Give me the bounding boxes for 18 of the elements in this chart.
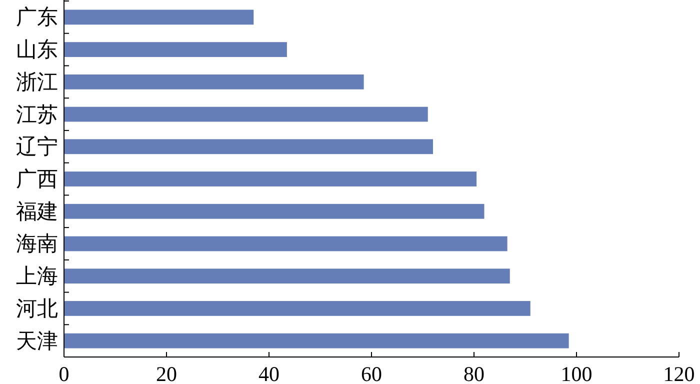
x-tick-label: 40: [258, 362, 280, 384]
x-tick-label: 100: [560, 362, 592, 384]
x-tick-label: 120: [663, 362, 695, 384]
y-tick-label: 广西: [16, 167, 58, 191]
y-tick-label: 浙江: [16, 70, 58, 94]
y-tick-label: 海南: [16, 232, 58, 256]
y-tick-label: 辽宁: [16, 134, 58, 159]
x-tick-label: 60: [361, 362, 382, 384]
y-tick-label: 江苏: [16, 102, 58, 126]
y-tick-label: 河北: [16, 296, 58, 320]
x-tick-label: 0: [58, 362, 70, 384]
y-tick-label: 山东: [16, 38, 58, 62]
x-tick-label: 80: [464, 362, 484, 384]
y-tick-label: 天津: [16, 328, 58, 353]
x-tick-label: 20: [156, 362, 177, 384]
y-tick-label: 福建: [16, 199, 58, 224]
y-tick-label: 广东: [16, 5, 58, 30]
y-tick-label: 上海: [16, 264, 58, 288]
